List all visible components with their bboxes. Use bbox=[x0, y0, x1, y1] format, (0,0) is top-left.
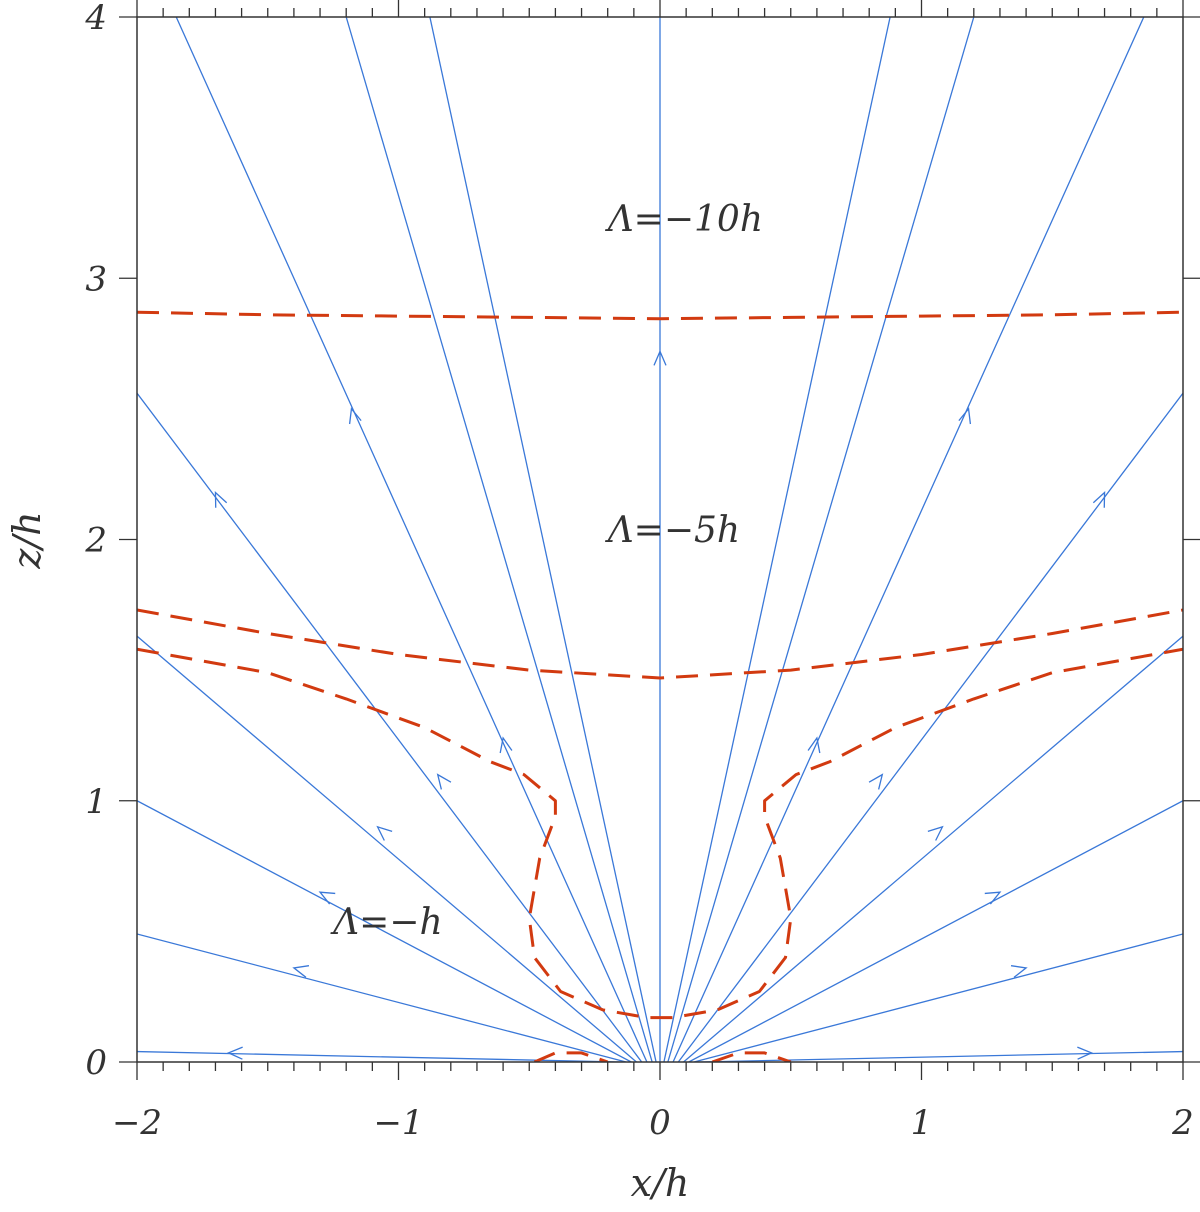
field-line bbox=[663, 17, 891, 1062]
field-line-arrow bbox=[868, 773, 884, 790]
field-line-arrow bbox=[436, 773, 452, 790]
x-tick-label: −2 bbox=[112, 1103, 162, 1143]
field-line-arrow bbox=[1077, 1046, 1094, 1060]
field-line-arrow bbox=[318, 891, 336, 905]
y-tick-label: 1 bbox=[85, 782, 107, 822]
contour-line bbox=[711, 1051, 792, 1062]
field-line bbox=[429, 17, 657, 1062]
field-line bbox=[137, 635, 637, 1062]
field-line-arrow bbox=[292, 965, 310, 978]
field-lines bbox=[137, 17, 1183, 1062]
field-line-arrow bbox=[1010, 965, 1028, 978]
contour-annotations: Λ=−10h Λ=−5h Λ=−h bbox=[330, 199, 763, 943]
field-line bbox=[683, 635, 1183, 1062]
field-line-arrow bbox=[214, 490, 228, 508]
field-line bbox=[688, 800, 1183, 1062]
field-line-arrow bbox=[348, 407, 362, 425]
field-line-arrow bbox=[807, 736, 821, 754]
field-line bbox=[137, 800, 632, 1062]
tick-marks bbox=[119, 0, 1200, 1080]
field-line-arrow bbox=[958, 407, 972, 425]
field-line-arrow bbox=[653, 349, 667, 366]
tick-labels: −2 −1 0 1 2 0 1 2 3 4 bbox=[84, 0, 1193, 1143]
contour-line bbox=[137, 310, 1183, 321]
field-line-arrow bbox=[376, 825, 393, 841]
x-tick-label: −1 bbox=[373, 1103, 423, 1143]
y-tick-label: 3 bbox=[85, 259, 107, 299]
field-line-arrow bbox=[984, 891, 1002, 905]
field-line bbox=[677, 392, 1183, 1062]
x-tick-label: 0 bbox=[649, 1103, 671, 1143]
field-line-arrow bbox=[499, 736, 513, 754]
field-line bbox=[693, 933, 1183, 1062]
y-axis-label: z/h bbox=[5, 511, 49, 569]
field-line bbox=[137, 933, 627, 1062]
field-line-arrow bbox=[927, 825, 944, 841]
x-tick-label: 2 bbox=[1171, 1103, 1194, 1143]
field-line bbox=[175, 17, 648, 1062]
y-tick-label: 0 bbox=[85, 1043, 107, 1083]
contour-label: Λ=−10h bbox=[605, 199, 763, 240]
contour-lines bbox=[137, 310, 1183, 1062]
contour-line bbox=[137, 647, 1183, 1020]
contour-label: Λ=−h bbox=[330, 902, 443, 943]
field-line bbox=[672, 17, 1145, 1062]
field-line bbox=[345, 17, 653, 1062]
y-tick-label: 4 bbox=[84, 0, 107, 38]
contour-line bbox=[137, 608, 1183, 680]
x-tick-label: 1 bbox=[911, 1103, 933, 1143]
field-line bbox=[667, 17, 975, 1062]
contour-label: Λ=−5h bbox=[605, 510, 740, 551]
field-line bbox=[699, 1050, 1183, 1062]
y-tick-label: 2 bbox=[84, 521, 107, 561]
x-axis-label: x/h bbox=[631, 1161, 690, 1205]
field-line bbox=[137, 392, 643, 1062]
field-line-arrow bbox=[226, 1046, 243, 1060]
contour-line bbox=[533, 1051, 609, 1062]
field-line-arrow bbox=[1092, 490, 1106, 508]
